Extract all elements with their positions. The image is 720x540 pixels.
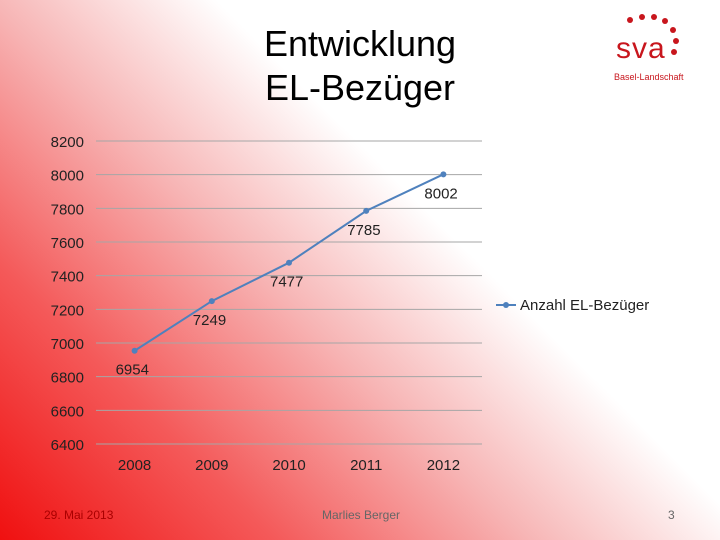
data-label: 8002 [424,185,457,202]
data-point [286,259,292,266]
logo-dots-icon [627,14,679,55]
data-point [440,171,447,178]
y-tick-label: 7800 [51,201,84,218]
y-tick-label: 8200 [51,134,84,151]
x-tick-label: 2012 [427,457,460,474]
data-point [131,347,138,354]
y-tick-label: 6600 [51,403,84,420]
legend-label: Anzahl EL-Bezüger [520,297,649,314]
sva-logo: sva Basel-Landschaft [610,12,700,87]
data-label: 7785 [347,222,380,239]
footer-date: 29. Mai 2013 [44,508,114,522]
x-tick-label: 2011 [350,457,382,474]
y-tick-label: 7600 [51,235,84,252]
y-tick-label: 7000 [51,336,84,353]
title-line-1: Entwicklung [263,23,457,64]
x-tick-label: 2008 [118,457,151,474]
y-tick-label: 8000 [51,168,84,185]
y-tick-label: 7200 [51,302,84,319]
x-tick-label: 2009 [195,457,228,474]
footer-page-number: 3 [668,508,675,522]
logo-subtitle: Basel-Landschaft [614,72,684,82]
legend-marker [503,302,509,308]
y-tick-label: 6400 [51,437,84,454]
data-label: 7249 [193,312,226,329]
logo-text: sva [616,32,666,65]
data-label: 6954 [116,362,149,379]
data-label: 7477 [270,274,303,291]
title-line-2: EL-Bezüger [264,67,456,108]
footer-author: Marlies Berger [322,508,401,522]
slide-title: Entwicklung EL-Bezüger [210,22,510,110]
data-point [363,207,370,214]
y-tick-label: 7400 [51,269,84,286]
y-tick-label: 6800 [51,370,84,387]
data-point [208,298,215,305]
x-tick-label: 2010 [272,457,305,474]
